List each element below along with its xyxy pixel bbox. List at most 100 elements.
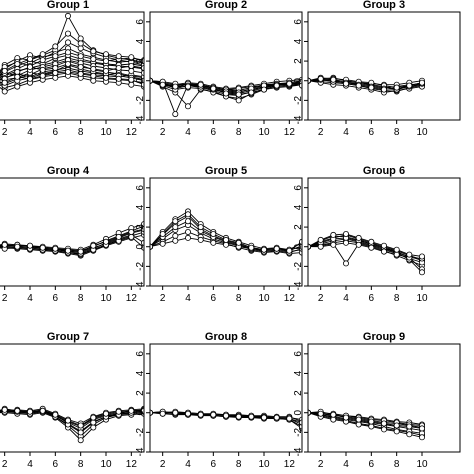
data-point (393, 84, 400, 91)
data-point (26, 64, 33, 71)
y-tick-label: 2 (135, 390, 146, 396)
data-point (355, 82, 362, 89)
data-point (65, 12, 72, 19)
x-tick-label: 12 (126, 127, 138, 138)
data-point (150, 243, 153, 250)
data-point (1, 67, 8, 74)
plot-box (0, 343, 145, 453)
plot-box (149, 11, 303, 121)
data-point (77, 64, 84, 71)
data-point (184, 103, 191, 110)
y-tick-label: -2 (293, 427, 304, 436)
series-line (308, 234, 423, 260)
data-point (418, 425, 425, 432)
data-point (103, 67, 110, 74)
x-tick-label: 10 (416, 293, 428, 304)
y-tick-label: 2 (293, 224, 304, 230)
data-point (39, 57, 46, 64)
data-layer (308, 74, 425, 96)
data-point (172, 237, 179, 244)
x-tick-label: 6 (53, 127, 59, 138)
data-point (90, 242, 97, 249)
data-point (39, 407, 46, 414)
data-point (115, 53, 122, 60)
data-point (52, 53, 59, 60)
y-tick-label: 0 (135, 410, 146, 416)
data-layer (0, 405, 144, 444)
y-tick-label: 2 (135, 58, 146, 64)
y-tick-label: -2 (135, 427, 146, 436)
x-tick-label: 6 (369, 459, 375, 470)
data-point (330, 76, 337, 83)
x-tick-label: 8 (236, 293, 242, 304)
y-tick-label: 4 (135, 38, 146, 44)
data-point (77, 70, 84, 77)
data-point (330, 411, 337, 418)
data-point (317, 410, 324, 417)
data-point (65, 247, 72, 254)
data-point (197, 224, 204, 231)
panel-title: Group 1 (47, 0, 89, 11)
data-point (159, 240, 166, 247)
data-point (1, 79, 8, 86)
data-point (52, 65, 59, 72)
data-point (248, 89, 255, 96)
data-point (159, 81, 166, 88)
data-point (103, 58, 110, 65)
x-tick-label: 4 (343, 459, 349, 470)
data-point (90, 56, 97, 63)
x-tick-label: 2 (318, 293, 324, 304)
x-tick-label: 2 (2, 459, 8, 470)
data-point (273, 245, 280, 252)
data-point (260, 414, 267, 421)
y-tick-label: -2 (293, 261, 304, 270)
data-point (235, 239, 242, 246)
x-tick-label: 4 (185, 459, 191, 470)
data-point (368, 244, 375, 251)
panel-7: Group 724681012Treatments (0, 331, 145, 470)
data-point (1, 88, 8, 95)
data-point (393, 246, 400, 253)
data-point (90, 424, 97, 431)
data-point (77, 35, 84, 42)
x-tick-label: 6 (369, 293, 375, 304)
data-point (222, 412, 229, 419)
y-tick-label: -4 (135, 281, 146, 290)
data-point (77, 437, 84, 444)
x-tick-label: 4 (343, 293, 349, 304)
plot-box (307, 343, 461, 453)
x-tick-label: 8 (78, 127, 84, 138)
series-line (308, 233, 423, 257)
data-point (210, 411, 217, 418)
y-tick-label: 2 (293, 58, 304, 64)
data-point (210, 239, 217, 246)
series-line (308, 242, 423, 259)
x-tick-label: 6 (211, 459, 217, 470)
x-tick-label: 10 (416, 127, 428, 138)
data-point (235, 97, 242, 104)
data-point (115, 233, 122, 240)
data-point (380, 420, 387, 427)
y-tick-label: -4 (293, 281, 304, 290)
y-tick-label: 0 (135, 244, 146, 250)
panel-title: Group 2 (205, 0, 247, 11)
data-point (26, 242, 33, 249)
data-layer (308, 230, 425, 276)
x-tick-label: 6 (211, 293, 217, 304)
data-point (368, 84, 375, 91)
plot-box (0, 177, 145, 287)
data-point (52, 43, 59, 50)
data-layer (0, 221, 144, 259)
data-point (14, 68, 21, 75)
data-point (355, 421, 362, 428)
series-line (0, 75, 144, 93)
data-point (115, 408, 122, 415)
data-point (90, 419, 97, 426)
data-point (210, 230, 217, 237)
x-tick-label: 4 (27, 293, 33, 304)
panel-1: Group 1 2 4 6 8 10 12 (0, 0, 145, 138)
x-tick-label: 10 (258, 127, 270, 138)
x-tick-label: 10 (100, 459, 112, 470)
data-point (393, 428, 400, 435)
